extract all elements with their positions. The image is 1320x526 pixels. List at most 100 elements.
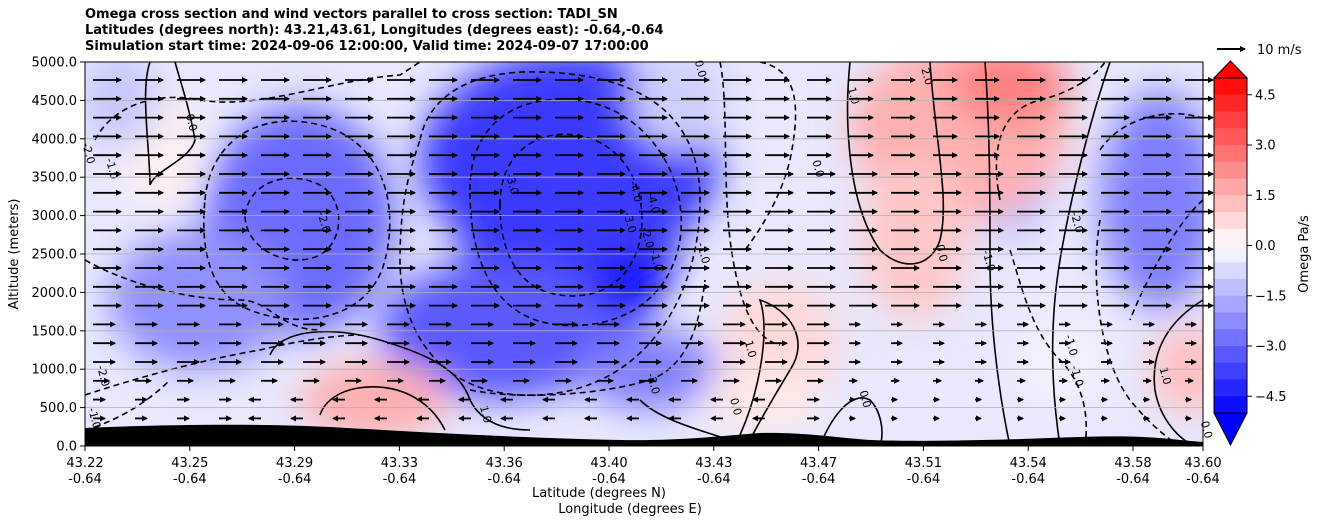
colorbar-band: [1214, 228, 1247, 246]
colorbar-band: [1214, 195, 1247, 213]
x-tick-label-lon: -0.64: [278, 472, 312, 487]
colorbar-band: [1214, 128, 1247, 146]
x-tick-label-lat: 43.40: [590, 456, 627, 471]
x-tick-label-lat: 43.33: [381, 456, 418, 471]
colorbar-band: [1214, 329, 1247, 347]
colorbar-tick-label: 4.5: [1255, 88, 1276, 103]
x-tick-label-lon: -0.64: [697, 472, 731, 487]
wind-vectors: [93, 77, 1214, 422]
colorbar-band: [1214, 279, 1247, 297]
contour-label: 0.0: [692, 59, 709, 79]
x-tick-label-lon: -0.64: [907, 472, 941, 487]
y-tick-label: 2000.0: [32, 286, 78, 301]
colorbar-tick-label: 0.0: [1255, 239, 1276, 254]
x-tick-label-lon: -0.64: [1186, 472, 1220, 487]
y-tick-label: 2500.0: [32, 248, 78, 263]
chart-title-line-3: Simulation start time: 2024-09-06 12:00:…: [85, 39, 649, 54]
chart-title-line-1: Omega cross section and wind vectors par…: [85, 7, 618, 22]
contour-label: 0.0: [933, 243, 950, 263]
x-tick-label-lon: -0.64: [68, 472, 102, 487]
x-tick-label-lon: -0.64: [173, 472, 207, 487]
colorbar-extend-bottom: [1213, 412, 1248, 447]
contour-label: -1.0: [980, 249, 998, 273]
contour-label: -2.0: [79, 141, 97, 165]
y-axis: 0.0 500.0 1000.0 1500.0 2000.0 2500.0 3000.0 35…: [32, 56, 85, 455]
x-tick-label-lon: -0.64: [487, 472, 521, 487]
y-gridlines: [85, 100, 1203, 409]
contour-lines: [85, 62, 1203, 446]
x-tick-label-lon: -0.64: [1011, 472, 1045, 487]
colorbar-band: [1214, 78, 1247, 96]
x-tick-label-lon: -0.64: [383, 472, 417, 487]
colorbar-band: [1214, 295, 1247, 313]
x-tick-label-lat: 43.51: [905, 456, 942, 471]
y-tick-label: 4500.0: [32, 94, 78, 109]
contour-label: 1.0: [1157, 366, 1174, 386]
colorbar-band: [1214, 245, 1247, 263]
colorbar-band: [1214, 396, 1247, 414]
contour-label: -1.0: [1068, 364, 1086, 388]
x-tick-label-lat: 43.54: [1010, 456, 1047, 471]
x-tick-label-lat: 43.58: [1114, 456, 1151, 471]
contour-label: -1.0: [647, 249, 665, 273]
colorbar-band: [1214, 262, 1247, 280]
y-tick-label: 0.0: [56, 440, 77, 455]
y-tick-label: 500.0: [40, 401, 77, 416]
colorbar-band: [1214, 145, 1247, 163]
colorbar-tick-label: −4.5: [1255, 390, 1287, 405]
colorbar-tick-label: 1.5: [1255, 189, 1276, 204]
colorbar-band: [1214, 161, 1247, 179]
x-tick-label-lon: -0.64: [802, 472, 836, 487]
x-tick-label-lat: 43.47: [800, 456, 837, 471]
colorbar-band: [1214, 178, 1247, 196]
contour-label: -4.0: [644, 191, 662, 215]
colorbar-extend-top: [1212, 60, 1249, 79]
quiver-key: 10 m/s: [1217, 43, 1302, 58]
x-tick-label-lon: -0.64: [1116, 472, 1150, 487]
y-tick-label: 1000.0: [32, 363, 78, 378]
y-tick-label: 5000.0: [32, 56, 78, 71]
x-tick-label-lat: 43.25: [171, 456, 208, 471]
y-tick-label: 4000.0: [32, 132, 78, 147]
x-axis-label-latitude: Latitude (degrees N): [532, 486, 666, 501]
contour-label: 2.0: [918, 66, 935, 86]
x-tick-label-lat: 43.36: [486, 456, 523, 471]
colorbar-band: [1214, 362, 1247, 380]
contour-label: 0.0: [727, 397, 744, 417]
contour-label: 1.0: [742, 339, 759, 359]
y-axis-label: Altitude (meters): [7, 199, 22, 310]
y-tick-label: 3000.0: [32, 209, 78, 224]
terrain: [85, 424, 1203, 446]
colorbar-tick-label: −3.0: [1255, 340, 1287, 355]
contour-label: -2.0: [638, 226, 656, 250]
colorbar-label: Omega Pa/s: [1297, 215, 1312, 293]
x-axis: 43.22-0.6443.25-0.6443.29-0.6443.33-0.64…: [66, 446, 1222, 487]
quiver-key-label: 10 m/s: [1257, 43, 1302, 58]
chart-title-line-2: Latitudes (degrees north): 43.21,43.61, …: [85, 23, 664, 38]
contour-label: -3.0: [503, 172, 521, 196]
x-tick-label-lat: 43.43: [695, 456, 732, 471]
x-tick-label-lat: 43.29: [276, 456, 313, 471]
contour-label: -4.0: [627, 180, 645, 204]
y-tick-label: 3500.0: [32, 171, 78, 186]
colorbar-band: [1214, 379, 1247, 397]
colorbar-band: [1214, 212, 1247, 230]
colorbar-band: [1214, 346, 1247, 364]
colorbar-band: [1214, 94, 1247, 112]
contour-label: 1.0: [477, 404, 494, 424]
x-tick-label-lat: 43.60: [1184, 456, 1221, 471]
colorbar-band: [1214, 111, 1247, 129]
contour-label: -1.0: [1062, 333, 1080, 357]
x-tick-label-lon: -0.64: [592, 472, 626, 487]
colorbar: 4.5 3.0 1.5 0.0 −1.5 −3.0 −4.5: [1212, 60, 1287, 447]
contour-label: -2.0: [1068, 210, 1086, 234]
contour-label: 0.0: [1198, 420, 1215, 440]
colorbar-tick-label: 3.0: [1255, 139, 1276, 154]
x-axis-label-longitude: Longitude (degrees E): [558, 502, 702, 517]
y-tick-label: 1500.0: [32, 324, 78, 339]
x-tick-label-lat: 43.22: [66, 456, 103, 471]
contour-label: 0.0: [857, 389, 874, 409]
colorbar-tick-label: −1.5: [1255, 289, 1287, 304]
colorbar-band: [1214, 312, 1247, 330]
